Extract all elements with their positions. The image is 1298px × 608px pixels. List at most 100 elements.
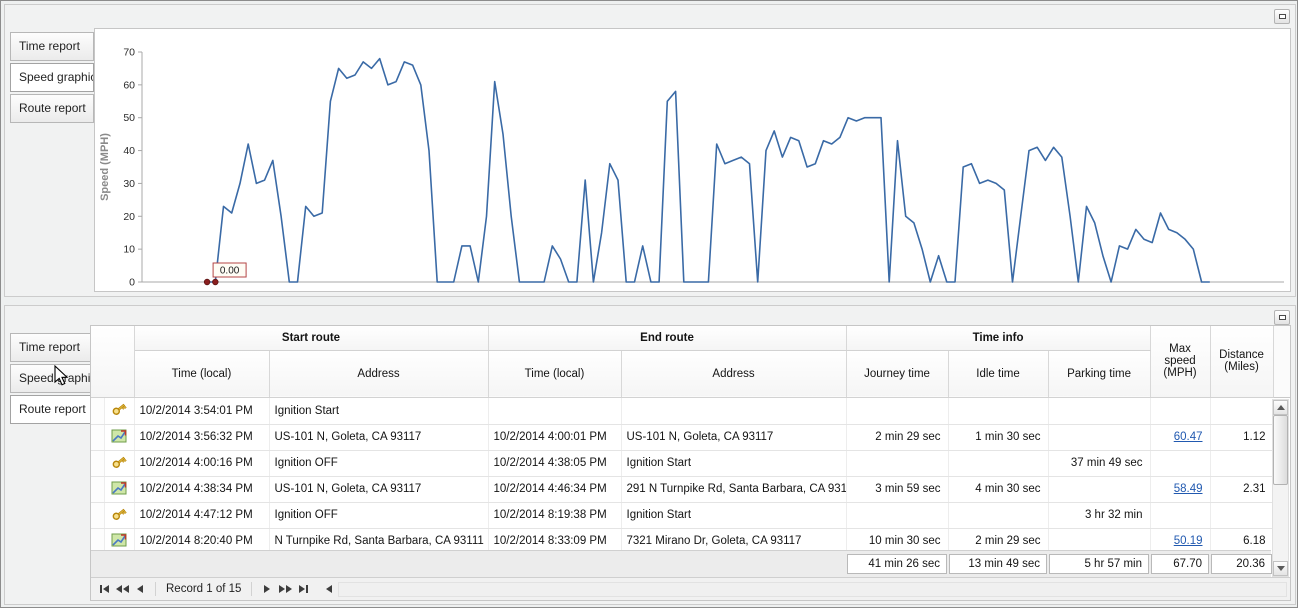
- route-report-grid: Start route End route Time info Max spee…: [90, 325, 1291, 601]
- route-icon: [111, 533, 127, 546]
- y-tick-label: 60: [123, 79, 135, 91]
- scrollbar-thumb[interactable]: [1273, 415, 1288, 485]
- table-row[interactable]: 10/2/2014 3:54:01 PM Ignition Start: [91, 398, 1273, 425]
- row-indicator: [91, 502, 105, 529]
- scroll-down-button[interactable]: [1273, 561, 1288, 576]
- table-row[interactable]: 10/2/2014 8:20:40 PM N Turnpike Rd, Santa…: [91, 528, 1273, 550]
- grid-header-filler: [1273, 326, 1290, 398]
- bottom-panel-collapse-button[interactable]: [1274, 310, 1290, 325]
- row-icon-cell: [104, 476, 135, 503]
- cell-journey-time: 3 min 59 sec: [846, 476, 949, 503]
- table-row[interactable]: 10/2/2014 4:38:34 PM US-101 N, Goleta, CA…: [91, 476, 1273, 503]
- cell-end-time: [488, 398, 622, 425]
- cell-start-time: 10/2/2014 3:56:32 PM: [134, 424, 270, 451]
- scroll-left-button[interactable]: [320, 580, 338, 598]
- table-row[interactable]: 10/2/2014 3:56:32 PM US-101 N, Goleta, CA…: [91, 424, 1273, 451]
- column-header-distance[interactable]: Distance (Miles): [1210, 326, 1274, 398]
- record-prev-page-button[interactable]: [113, 580, 131, 598]
- collapse-icon: [1278, 315, 1286, 320]
- column-header-max-speed[interactable]: Max speed (MPH): [1150, 326, 1211, 398]
- cell-end-address: Ignition Start: [621, 502, 847, 529]
- collapse-icon: [1278, 14, 1286, 19]
- tab-speed-graphic[interactable]: Speed graphic: [10, 364, 94, 393]
- max-speed-link[interactable]: 60.47: [1173, 431, 1203, 443]
- row-indicator: [91, 398, 105, 425]
- record-first-button[interactable]: [95, 580, 113, 598]
- row-indicator: [91, 424, 105, 451]
- grid-rows: 10/2/2014 3:54:01 PM Ignition Start 10/2/2…: [91, 398, 1273, 550]
- cell-parking-time: 3 hr 32 min: [1048, 502, 1151, 529]
- cell-parking-time: [1048, 528, 1151, 550]
- max-speed-link[interactable]: 58.49: [1173, 483, 1203, 495]
- record-last-button[interactable]: [294, 580, 312, 598]
- horizontal-scrollbar-track[interactable]: [338, 581, 1287, 597]
- summary-max-speed: 67.70: [1151, 554, 1209, 574]
- column-header-end-address[interactable]: Address: [621, 350, 847, 398]
- cell-journey-time: [846, 502, 949, 529]
- table-row[interactable]: 10/2/2014 4:47:12 PM Ignition OFF 10/2/201…: [91, 502, 1273, 529]
- route-icon: [111, 429, 127, 442]
- cell-idle-time: [948, 450, 1049, 477]
- cell-start-address: Ignition OFF: [269, 502, 489, 529]
- y-tick-label: 50: [123, 112, 135, 124]
- column-group-start-route[interactable]: Start route: [134, 326, 489, 351]
- record-next-page-button[interactable]: [276, 580, 294, 598]
- tab-time-report[interactable]: Time report: [10, 333, 94, 362]
- y-axis-label: Speed (MPH): [99, 133, 111, 201]
- max-speed-link[interactable]: 50.19: [1173, 535, 1203, 547]
- tab-route-report[interactable]: Route report: [10, 395, 94, 424]
- column-group-end-route[interactable]: End route: [488, 326, 847, 351]
- speed-annotation-label: 0.00: [220, 266, 240, 277]
- cell-start-time: 10/2/2014 4:47:12 PM: [134, 502, 270, 529]
- top-panel-collapse-button[interactable]: [1274, 9, 1290, 24]
- column-header-start-address[interactable]: Address: [269, 350, 489, 398]
- cell-idle-time: 2 min 29 sec: [948, 528, 1049, 550]
- y-tick-label: 0: [129, 277, 135, 289]
- cell-distance: 6.18: [1210, 528, 1273, 550]
- record-next-button[interactable]: [258, 580, 276, 598]
- vertical-scrollbar[interactable]: [1272, 399, 1289, 577]
- summary-row: 41 min 26 sec 13 min 49 sec 5 hr 57 min …: [91, 550, 1272, 577]
- navigator-separator: [155, 582, 156, 596]
- y-tick-label: 10: [123, 244, 135, 256]
- cell-max-speed: 60.47: [1150, 424, 1211, 451]
- cell-journey-time: 2 min 29 sec: [846, 424, 949, 451]
- cell-idle-time: [948, 502, 1049, 529]
- column-header-start-time[interactable]: Time (local): [134, 350, 270, 398]
- bottom-panel-tab-strip: Time report Speed graphic Route report: [10, 333, 94, 426]
- scrollbar-track[interactable]: [1273, 485, 1288, 561]
- horizontal-scrollbar[interactable]: [320, 581, 1287, 598]
- scroll-up-button[interactable]: [1273, 400, 1288, 415]
- tab-speed-graphic[interactable]: Speed graphic: [10, 63, 94, 92]
- cell-end-address: 7321 Mirano Dr, Goleta, CA 93117: [621, 528, 847, 550]
- y-tick-label: 40: [123, 145, 135, 157]
- column-header-end-time[interactable]: Time (local): [488, 350, 622, 398]
- column-group-time-info[interactable]: Time info: [846, 326, 1151, 351]
- cell-max-speed: 58.49: [1150, 476, 1211, 503]
- tab-route-report[interactable]: Route report: [10, 94, 94, 123]
- cell-journey-time: [846, 398, 949, 425]
- record-prev-button[interactable]: [131, 580, 149, 598]
- cell-end-time: 10/2/2014 4:38:05 PM: [488, 450, 622, 477]
- cell-max-speed: [1150, 450, 1211, 477]
- column-header-journey-time[interactable]: Journey time: [846, 350, 949, 398]
- column-header-idle-time[interactable]: Idle time: [948, 350, 1049, 398]
- row-icon-cell: [104, 502, 135, 529]
- cell-distance: 1.12: [1210, 424, 1273, 451]
- cell-journey-time: 10 min 30 sec: [846, 528, 949, 550]
- cell-distance: [1210, 450, 1273, 477]
- cell-parking-time: 37 min 49 sec: [1048, 450, 1151, 477]
- cell-end-time: 10/2/2014 8:19:38 PM: [488, 502, 622, 529]
- row-icon-cell: [104, 424, 135, 451]
- top-panel-tab-strip: Time report Speed graphic Route report: [10, 32, 94, 125]
- tab-time-report[interactable]: Time report: [10, 32, 94, 61]
- table-row[interactable]: 10/2/2014 4:00:16 PM Ignition OFF 10/2/201…: [91, 450, 1273, 477]
- cell-distance: 2.31: [1210, 476, 1273, 503]
- cell-start-address: US-101 N, Goleta, CA 93117: [269, 424, 489, 451]
- column-header-parking-time[interactable]: Parking time: [1048, 350, 1151, 398]
- cell-start-address: Ignition OFF: [269, 450, 489, 477]
- row-indicator: [91, 476, 105, 503]
- cell-max-speed: 50.19: [1150, 528, 1211, 550]
- start-marker: [203, 278, 211, 286]
